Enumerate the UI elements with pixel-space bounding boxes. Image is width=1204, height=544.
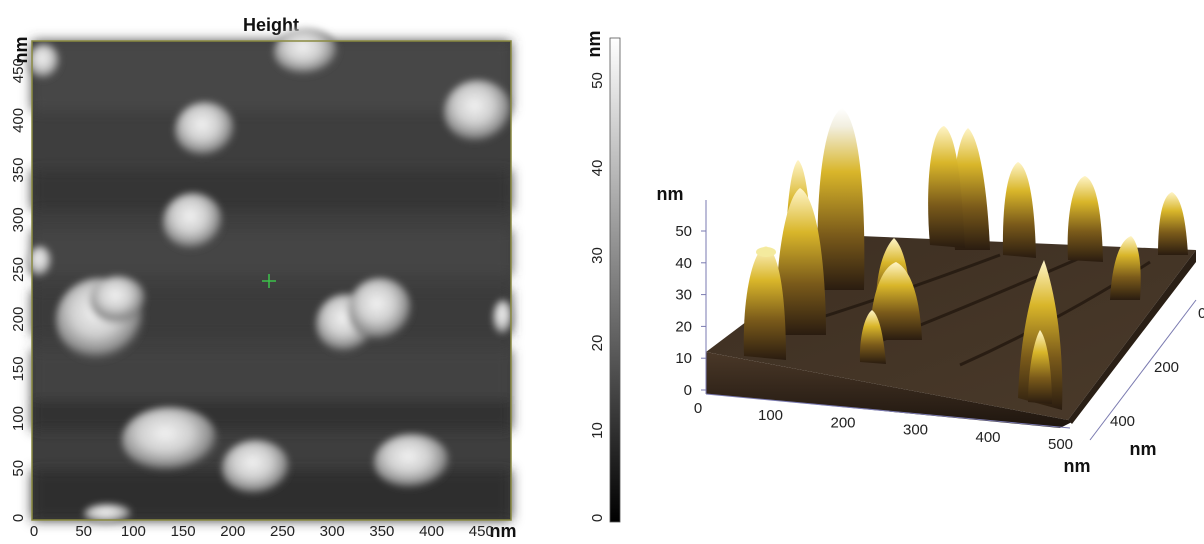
map-y-tick-label: 50 bbox=[10, 460, 27, 477]
map-y-tick-label: 200 bbox=[10, 307, 27, 332]
surface-y-tick-label: 0 bbox=[1198, 305, 1204, 322]
surface-y-tick-label: 400 bbox=[1110, 413, 1135, 430]
map-y-tick-label: 0 bbox=[10, 514, 27, 522]
surface-z-tick-label: 0 bbox=[684, 382, 692, 399]
map-x-tick-label: 300 bbox=[320, 523, 345, 539]
surface-z-tick-label: 30 bbox=[675, 287, 692, 304]
surface-x-tick-label: 200 bbox=[830, 414, 855, 431]
surface-x-tick-label: 500 bbox=[1048, 436, 1073, 453]
afm-height-map: Height bbox=[10, 15, 517, 539]
map-x-tick-label: 100 bbox=[121, 523, 146, 539]
surface-y-tick-label: 200 bbox=[1154, 359, 1179, 376]
map-y-tick-label: 400 bbox=[10, 108, 27, 133]
map-x-tick-label: 250 bbox=[270, 523, 295, 539]
map-y-tick-labels: 0 50 100 150 200 250 300 350 400 450 bbox=[10, 58, 27, 522]
surface-z-tick-label: 40 bbox=[675, 255, 692, 272]
map-y-tick-label: 250 bbox=[10, 257, 27, 282]
color-scale-tick-labels: 0 10 20 30 40 50 bbox=[589, 72, 606, 522]
color-scale-tick-label: 20 bbox=[589, 335, 606, 352]
map-y-tick-label: 350 bbox=[10, 158, 27, 183]
color-scale-tick-label: 0 bbox=[589, 514, 606, 522]
surface-y-unit: nm bbox=[1130, 439, 1157, 459]
surface-z-unit: nm bbox=[657, 184, 684, 204]
color-scale-gradient bbox=[610, 38, 620, 522]
map-x-tick-label: 50 bbox=[75, 523, 92, 539]
map-y-tick-label: 150 bbox=[10, 356, 27, 381]
color-scale-tick-label: 40 bbox=[589, 160, 606, 177]
surface-z-tick-label: 20 bbox=[675, 318, 692, 335]
map-x-tick-label: 150 bbox=[171, 523, 196, 539]
surface-z-tick-label: 10 bbox=[675, 350, 692, 367]
map-x-tick-label: 0 bbox=[30, 523, 38, 539]
color-scale-tick-label: 10 bbox=[589, 422, 606, 439]
surface-x-tick-label: 0 bbox=[694, 400, 702, 417]
map-y-tick-label: 450 bbox=[10, 58, 27, 83]
surface-x-tick-label: 400 bbox=[975, 429, 1000, 446]
map-x-tick-label: 200 bbox=[220, 523, 245, 539]
map-x-tick-labels: 0 50 100 150 200 250 300 350 400 450 bbox=[30, 523, 494, 539]
surface-z-tick-label: 50 bbox=[675, 223, 692, 240]
surface-x-tick-label: 100 bbox=[758, 407, 783, 424]
color-scale-tick-label: 50 bbox=[589, 72, 606, 89]
map-y-tick-label: 100 bbox=[10, 406, 27, 431]
afm-3d-surface: nm nm nm 0 10 20 30 40 50 0 100 200 300 400 500 0 2… bbox=[657, 108, 1204, 476]
surface-x-unit: nm bbox=[1064, 456, 1091, 476]
color-scale-tick-label: 30 bbox=[589, 247, 606, 264]
map-y-tick-label: 300 bbox=[10, 207, 27, 232]
color-scale-unit: nm bbox=[584, 31, 604, 58]
map-x-tick-label: 350 bbox=[369, 523, 394, 539]
surface-z-tick-marks bbox=[701, 231, 706, 390]
surface-z-tick-labels: 0 10 20 30 40 50 bbox=[675, 223, 692, 399]
map-x-tick-label: 450 bbox=[469, 523, 494, 539]
surface-x-tick-label: 300 bbox=[903, 422, 928, 439]
color-scale-bar: nm 0 10 20 30 40 50 bbox=[584, 31, 620, 523]
map-x-tick-label: 400 bbox=[419, 523, 444, 539]
